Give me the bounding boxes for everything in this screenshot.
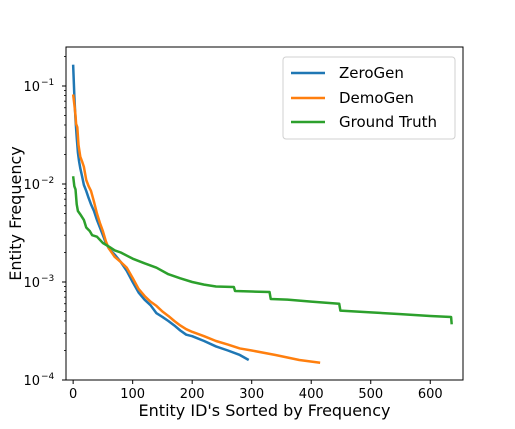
series-line-zerogen [71, 64, 250, 362]
series-line-demogen [71, 94, 321, 364]
legend: ZeroGen DemoGen Ground Truth [282, 56, 456, 140]
x-tick-label: 0 [69, 387, 77, 402]
x-tick-label: 200 [180, 387, 205, 402]
x-tick-label: 100 [120, 387, 145, 402]
y-tick-label: 10 [23, 80, 40, 95]
x-tick-label: 600 [418, 387, 443, 402]
series-layer [71, 64, 453, 364]
x-axis: 0 100 200 300 400 500 600 [69, 380, 443, 402]
legend-box [282, 56, 456, 140]
x-tick-label: 300 [239, 387, 264, 402]
x-axis-label: Entity ID's Sorted by Frequency [139, 401, 391, 420]
y-tick-label: 10 [23, 178, 40, 193]
x-tick-label: 500 [358, 387, 383, 402]
y-axis: 10−410−310−210−1 [23, 56, 66, 389]
y-tick-exponent: −4 [41, 372, 55, 382]
y-axis-label: Entity Frequency [6, 146, 25, 280]
legend-label-ground-truth: Ground Truth [339, 113, 437, 131]
series-line-ground-truth [71, 176, 453, 325]
y-tick-exponent: −3 [41, 274, 54, 284]
y-tick-exponent: −1 [41, 78, 54, 88]
legend-label-demogen: DemoGen [339, 89, 414, 107]
y-tick-label: 10 [23, 374, 40, 389]
y-tick-exponent: −2 [41, 176, 54, 186]
y-tick-label: 10 [23, 276, 40, 291]
legend-label-zerogen: ZeroGen [339, 64, 404, 82]
x-tick-label: 400 [299, 387, 324, 402]
